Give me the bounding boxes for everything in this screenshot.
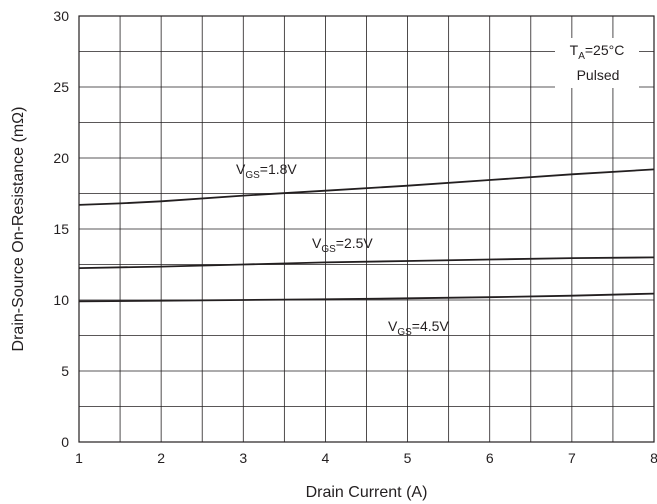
series-label-1-8v: VGS=1.8V [236, 161, 297, 181]
y-tick-label: 15 [53, 221, 69, 237]
y-tick-label: 5 [61, 363, 69, 379]
x-tick-label: 7 [568, 450, 576, 466]
y-tick-label: 20 [53, 150, 69, 166]
x-axis-title: Drain Current (A) [306, 484, 428, 501]
y-tick-label: 10 [53, 292, 69, 308]
series-line-1 [78, 168, 655, 206]
x-tick-label: 5 [404, 450, 412, 466]
plot-frame [78, 15, 655, 443]
temperature-annotation: TA=25°C [570, 42, 625, 62]
annotation-background [555, 38, 639, 88]
x-tick-label: 8 [650, 450, 657, 466]
pulsed-annotation: Pulsed [577, 67, 620, 83]
x-tick-label: 2 [157, 450, 165, 466]
tick-labels: 1 2 3 4 5 6 7 8 0 5 10 15 20 25 30 [53, 8, 657, 466]
series-line-3 [78, 292, 655, 303]
x-tick-label: 3 [239, 450, 247, 466]
x-tick-label: 1 [75, 450, 83, 466]
series-label-4-5v: VGS=4.5V [388, 318, 449, 338]
y-tick-label: 30 [53, 8, 69, 24]
y-tick-label: 25 [53, 79, 69, 95]
series-lines [78, 168, 655, 303]
series-label-2-5v: VGS=2.5V [312, 235, 373, 255]
series-line-2 [78, 256, 655, 269]
y-tick-label: 0 [61, 434, 69, 450]
y-axis-title: Drain-Source On-Resistance (mΩ) [10, 107, 27, 352]
x-tick-label: 4 [322, 450, 330, 466]
x-tick-label: 6 [486, 450, 494, 466]
